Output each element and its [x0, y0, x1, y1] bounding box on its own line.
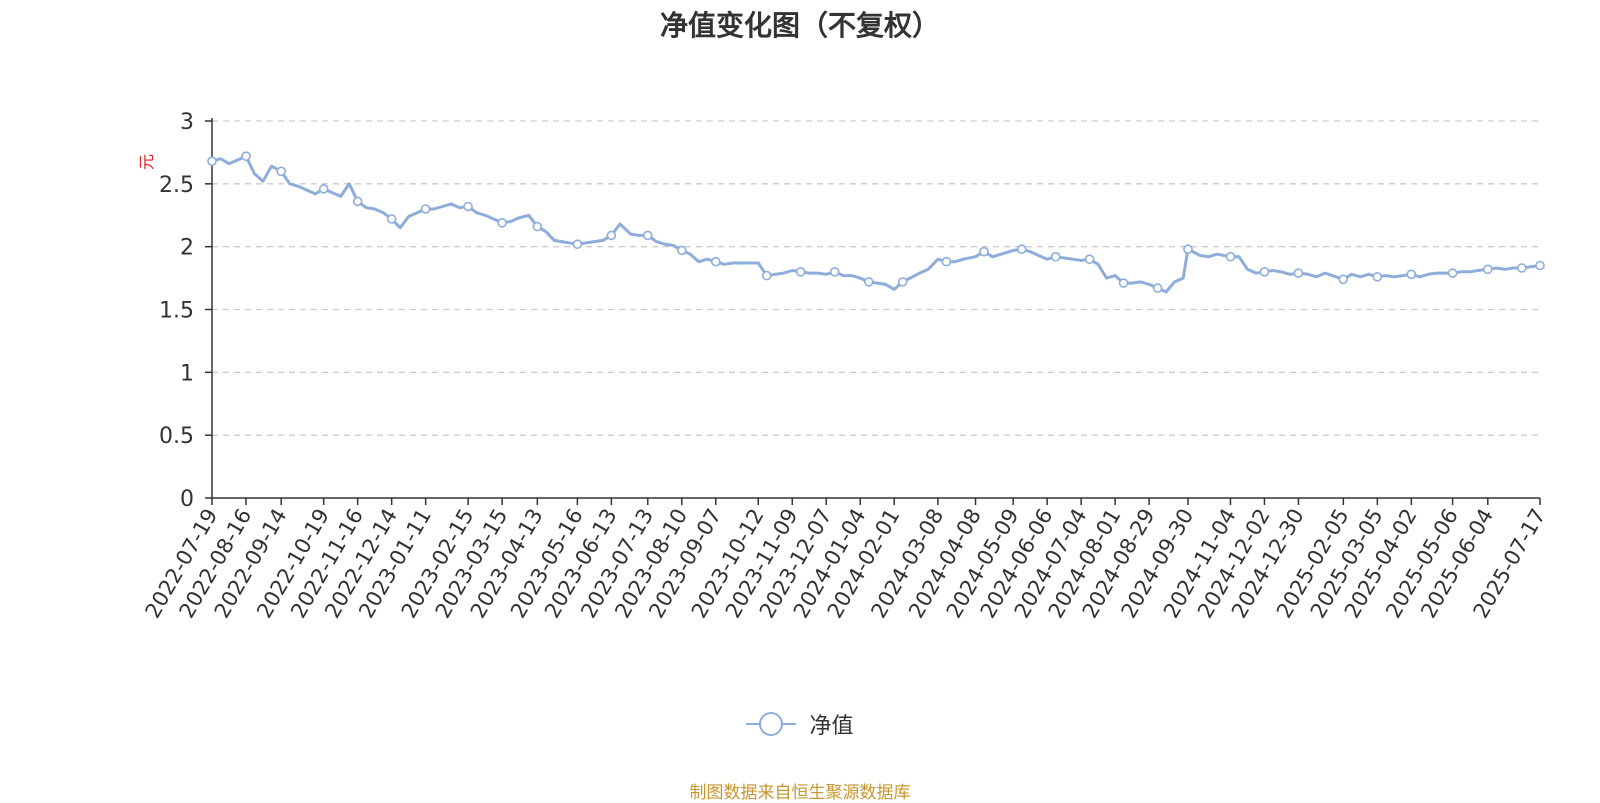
data-point	[276, 166, 287, 177]
legend-dot	[759, 712, 784, 736]
data-point	[1293, 268, 1304, 278]
y-tick-label: 3	[180, 110, 194, 135]
data-point	[1050, 251, 1061, 262]
data-point	[386, 214, 397, 224]
chart-title: 净值变化图（不复权）	[659, 9, 940, 42]
data-point	[1152, 283, 1163, 293]
y-tick-label: 2	[180, 236, 194, 261]
data-point	[1447, 268, 1458, 278]
y-tick-label: 0.5	[159, 424, 194, 449]
data-point	[1084, 254, 1095, 265]
legend[interactable]: 净值	[0, 708, 1600, 740]
data-point	[897, 277, 908, 287]
data-point	[761, 270, 772, 281]
data-point	[1406, 269, 1417, 280]
data-point	[710, 256, 721, 267]
y-axis-unit-label: 元	[137, 154, 156, 170]
data-point	[863, 277, 874, 287]
data-point	[352, 196, 363, 207]
data-point	[829, 266, 840, 277]
data-point	[318, 184, 329, 194]
data-point	[1183, 244, 1193, 254]
data-point	[207, 156, 217, 166]
data-point	[1483, 264, 1493, 275]
series-line	[210, 154, 1542, 294]
data-point	[795, 266, 806, 277]
data-point	[572, 239, 583, 249]
data-point	[979, 246, 989, 257]
data-point	[241, 151, 251, 161]
data-point	[1517, 263, 1527, 273]
y-tick-label: 1.5	[159, 299, 194, 324]
data-point	[1259, 266, 1270, 277]
data-point	[1016, 244, 1027, 254]
data-point	[606, 230, 617, 241]
data-point	[676, 245, 687, 256]
y-tick-label: 2.5	[159, 173, 194, 198]
legend-marker-icon	[746, 711, 797, 737]
data-point	[1338, 274, 1349, 285]
data-point	[1118, 278, 1129, 288]
data-point	[1372, 271, 1383, 282]
y-tick-label: 1	[180, 361, 194, 386]
source-note: 制图数据来自恒生聚源数据库	[689, 783, 911, 803]
data-point	[532, 221, 543, 232]
data-point	[1535, 260, 1545, 271]
data-point	[463, 201, 473, 212]
data-point	[420, 204, 431, 214]
legend-label: 净值	[809, 714, 854, 739]
y-tick-label: 0	[180, 487, 194, 512]
data-point	[941, 256, 952, 267]
data-point	[497, 218, 507, 228]
data-point	[642, 230, 653, 241]
data-point	[1225, 251, 1236, 262]
